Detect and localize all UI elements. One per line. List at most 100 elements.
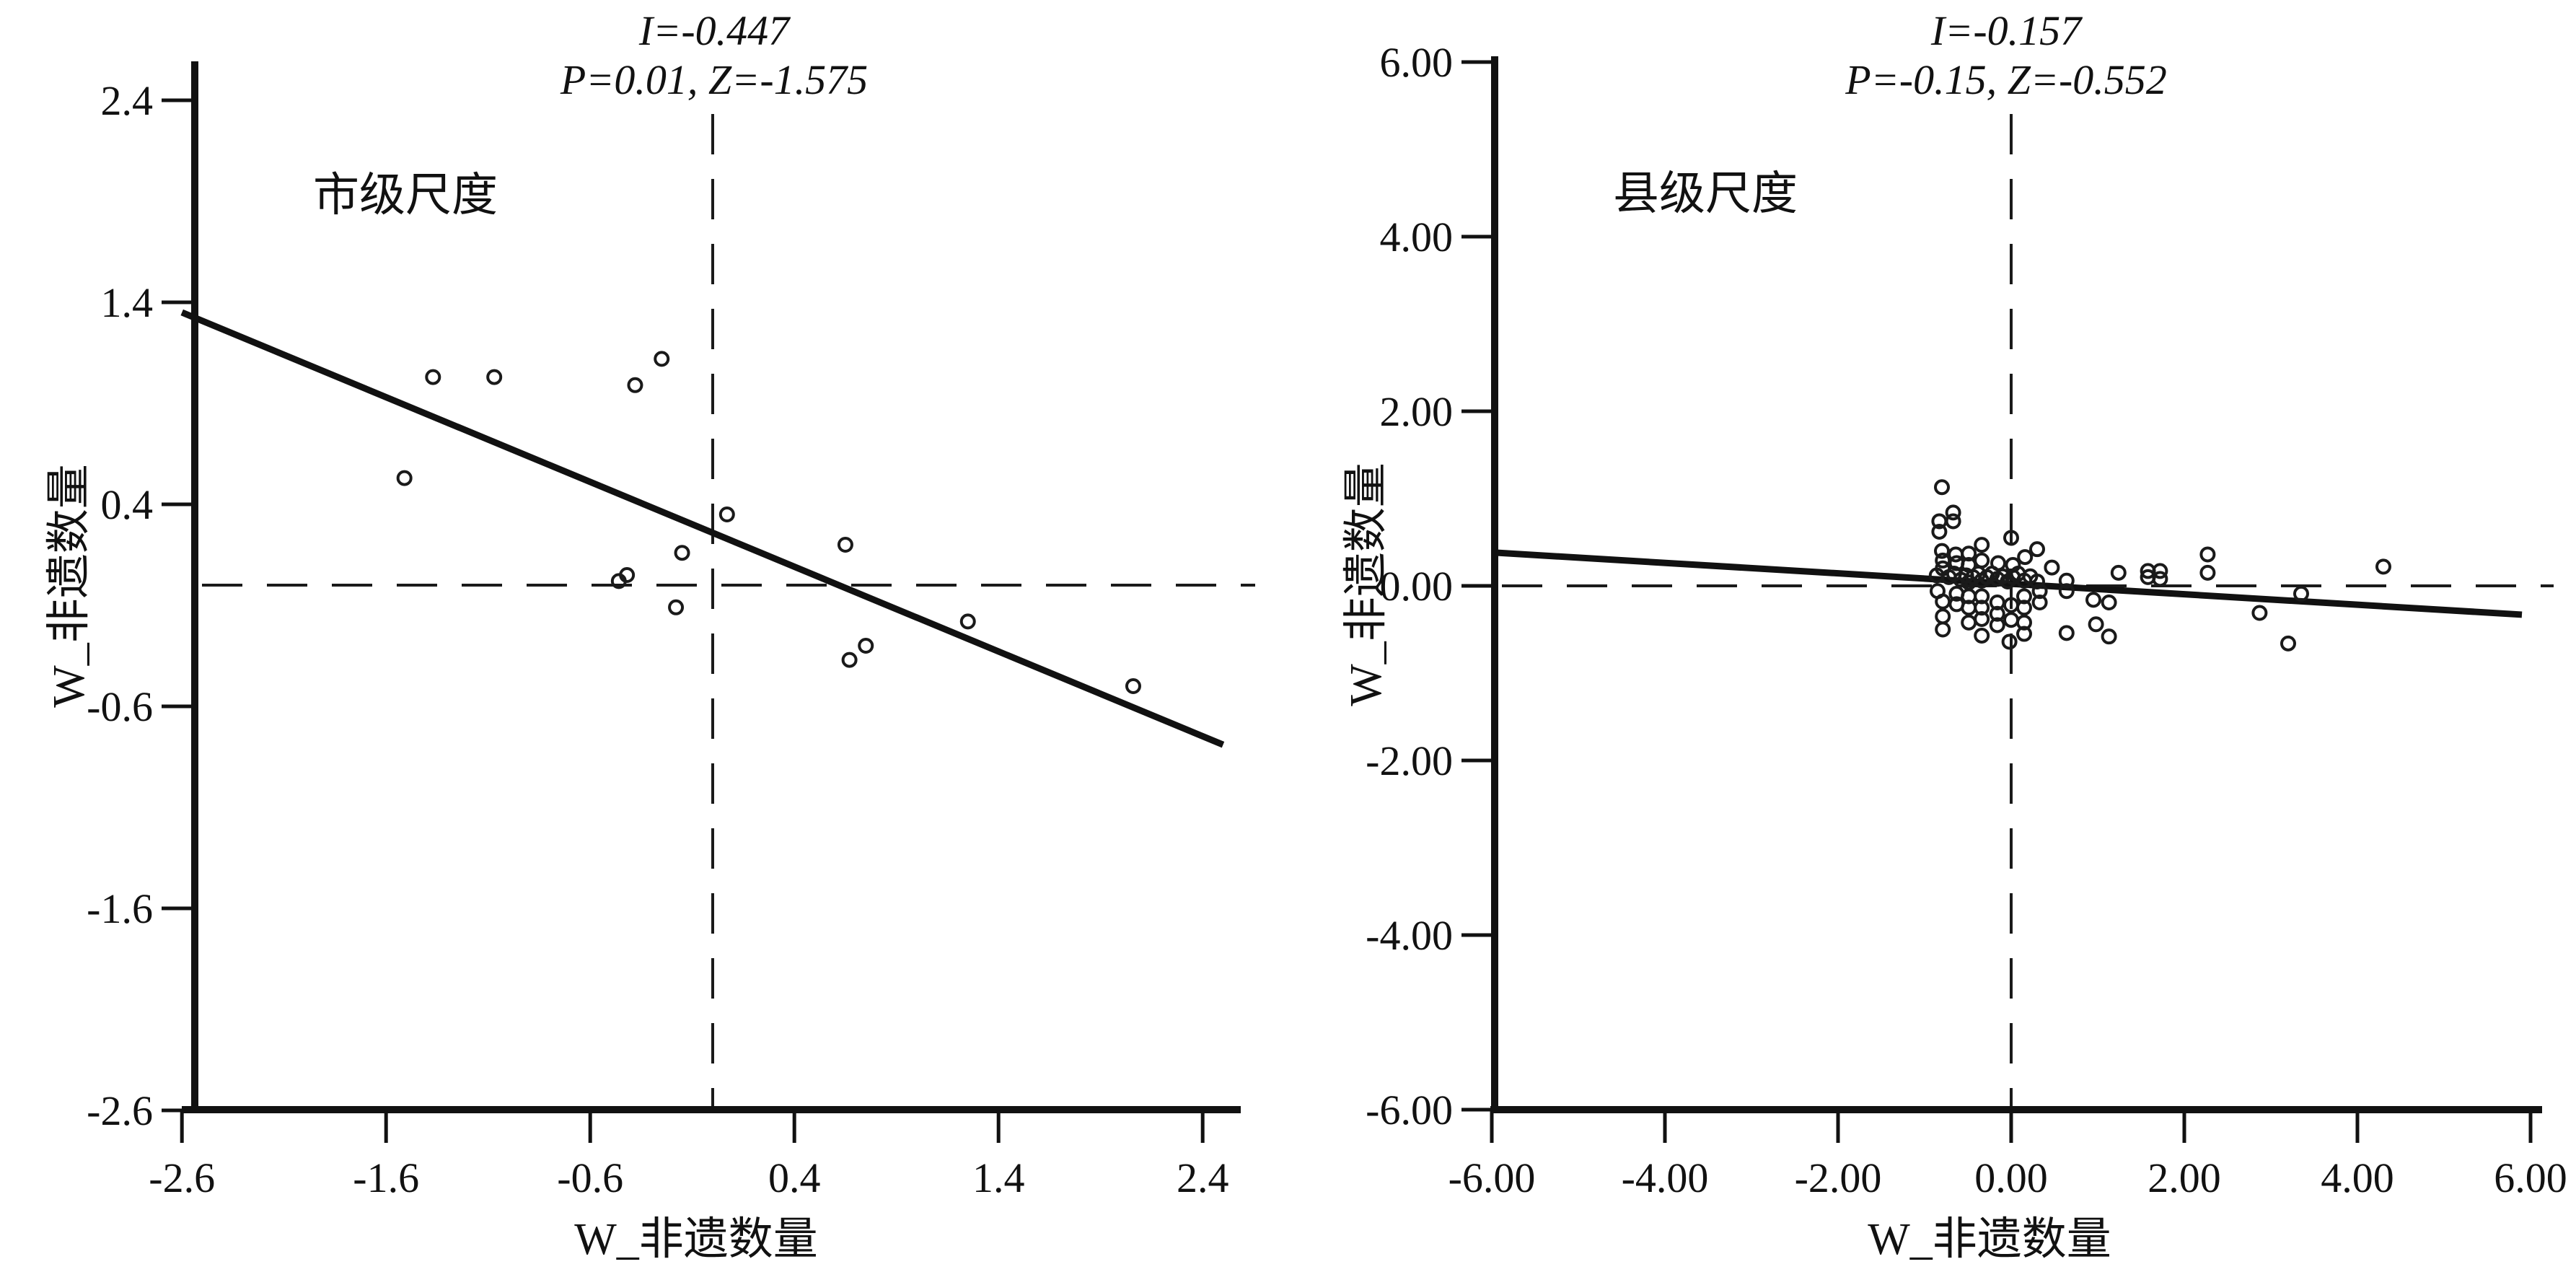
scatter-point (2110, 564, 2127, 581)
y-tick-label: -1.6 (87, 885, 153, 932)
stat-title-line2: P=0.01, Z=-1.575 (560, 56, 868, 103)
scatter-point (396, 470, 413, 486)
scatter-point (2017, 549, 2034, 566)
scatter-point (1974, 552, 1990, 569)
scatter-point (2016, 626, 2032, 642)
y-tick-label: 0.00 (1380, 563, 1454, 610)
scatter-point (2152, 563, 2168, 579)
x-tick-label: -2.6 (149, 1154, 215, 1201)
scatter-point (2029, 573, 2045, 589)
scatter-point (841, 652, 858, 668)
scatter-point (2251, 605, 2268, 621)
scatter-point (2003, 612, 2019, 628)
scatter-point (837, 537, 853, 553)
regression-line (180, 309, 1225, 748)
stat-title-line1: I=-0.157 (1930, 7, 2083, 54)
plot-city-dynamic-layer: -2.6 -1.6 -0.6 0.4 1.4 2.4 2.4 1.4 0.4 -0.6 -1.6 -2… (87, 61, 1255, 1201)
x-tick-label: -2.00 (1795, 1154, 1882, 1201)
scatter-point (1935, 621, 1951, 638)
scale-label-city: 市级尺度 (313, 170, 498, 221)
scatter-point (1934, 479, 1950, 496)
scatter-point (2375, 558, 2391, 575)
scatter-point (2085, 592, 2101, 608)
x-tick-label: -4.00 (1622, 1154, 1709, 1201)
scatter-point (2016, 600, 2032, 616)
scatter-point (674, 545, 690, 561)
scatter-point (2001, 633, 2018, 650)
scatter-point (2031, 583, 2048, 600)
y-tick-label: 2.00 (1380, 388, 1454, 435)
y-tick-label: 4.00 (1380, 214, 1454, 260)
scatter-point (2031, 594, 2048, 610)
x-tick-label: 1.4 (972, 1154, 1025, 1201)
scatter-point (2058, 583, 2075, 600)
y-axis-title-city: W_非遗数量 (45, 464, 94, 708)
y-tick-label: 2.4 (101, 77, 154, 124)
y-tick-label: -4.00 (1366, 912, 1453, 959)
scatter-point (858, 638, 874, 654)
scatter-point (718, 506, 735, 522)
y-tick-label: -2.6 (87, 1087, 153, 1134)
scatter-point (2280, 635, 2296, 652)
scatter-point (1974, 600, 1990, 616)
plot-city: -2.6 -1.6 -0.6 0.4 1.4 2.4 2.4 1.4 0.4 -0.6 -1.6 -2… (45, 7, 1255, 1264)
scatter-point (2058, 572, 2075, 589)
scatter-point (486, 369, 503, 385)
y-tick-label: 1.4 (101, 279, 154, 326)
y-tick-label: -6.00 (1366, 1087, 1453, 1133)
scale-label-county: 县级尺度 (1613, 168, 1798, 219)
x-tick-label: -1.6 (353, 1154, 419, 1201)
scatter-point (619, 567, 636, 583)
scatter-point (1989, 617, 2005, 633)
scatter-point (1961, 614, 1977, 631)
scatter-point (668, 599, 685, 615)
scatter-point (1961, 545, 1977, 562)
scatter-point (1934, 543, 1950, 559)
y-tick-label: 6.00 (1380, 39, 1454, 86)
scatter-point (2058, 625, 2075, 641)
scatter-point (1931, 523, 1948, 540)
scatter-point (1974, 627, 1990, 644)
x-tick-label: 0.00 (1974, 1154, 2048, 1201)
y-tick-label: 0.4 (101, 481, 154, 528)
x-axis-title-city: W_非遗数量 (574, 1215, 818, 1264)
x-tick-label: 2.00 (2148, 1154, 2221, 1201)
stat-title-line1: I=-0.447 (638, 7, 791, 54)
x-tick-label: 2.4 (1177, 1154, 1229, 1201)
plot-county: -6.00 -4.00 -2.00 0.00 2.00 4.00 6.00 6.00 4.00 2… (1342, 7, 2567, 1264)
x-tick-label: 0.4 (768, 1154, 821, 1201)
scatter-point (2016, 588, 2032, 605)
scatter-point (2152, 571, 2168, 587)
scatter-point (2101, 594, 2117, 610)
x-tick-label: -0.6 (557, 1154, 623, 1201)
scatter-point (1989, 605, 2005, 622)
y-tick-label: -0.6 (87, 683, 153, 730)
stat-title-line2: P=-0.15, Z=-0.552 (1845, 56, 2167, 103)
x-tick-label: 6.00 (2494, 1154, 2567, 1201)
scatter-point (2029, 541, 2045, 558)
scatter-point (2003, 530, 2019, 546)
x-axis-title-county: W_非遗数量 (1868, 1215, 2111, 1264)
scatter-point (1974, 610, 1990, 627)
scatter-point (959, 613, 976, 630)
scatter-point (654, 351, 670, 367)
scatter-point (1931, 513, 1948, 530)
scatter-point (1945, 513, 1961, 530)
scatter-point (2293, 585, 2309, 602)
scatter-point (425, 369, 441, 385)
scatter-point (627, 377, 643, 393)
scatter-point (2044, 559, 2060, 576)
scatter-point (2016, 614, 2032, 631)
scatter-point (2088, 616, 2104, 633)
x-tick-label: -6.00 (1449, 1154, 1536, 1201)
scatter-point (1974, 537, 1990, 553)
scatter-point (1125, 678, 1141, 694)
scatter-point (2101, 628, 2117, 645)
scatter-point (2199, 546, 2216, 563)
x-tick-label: 4.00 (2321, 1154, 2394, 1201)
plot-county-dynamic-layer: -6.00 -4.00 -2.00 0.00 2.00 4.00 6.00 6.00 4.00 2… (1366, 39, 2567, 1201)
scatter-point (1974, 588, 1990, 605)
scatter-point (1945, 504, 1961, 521)
